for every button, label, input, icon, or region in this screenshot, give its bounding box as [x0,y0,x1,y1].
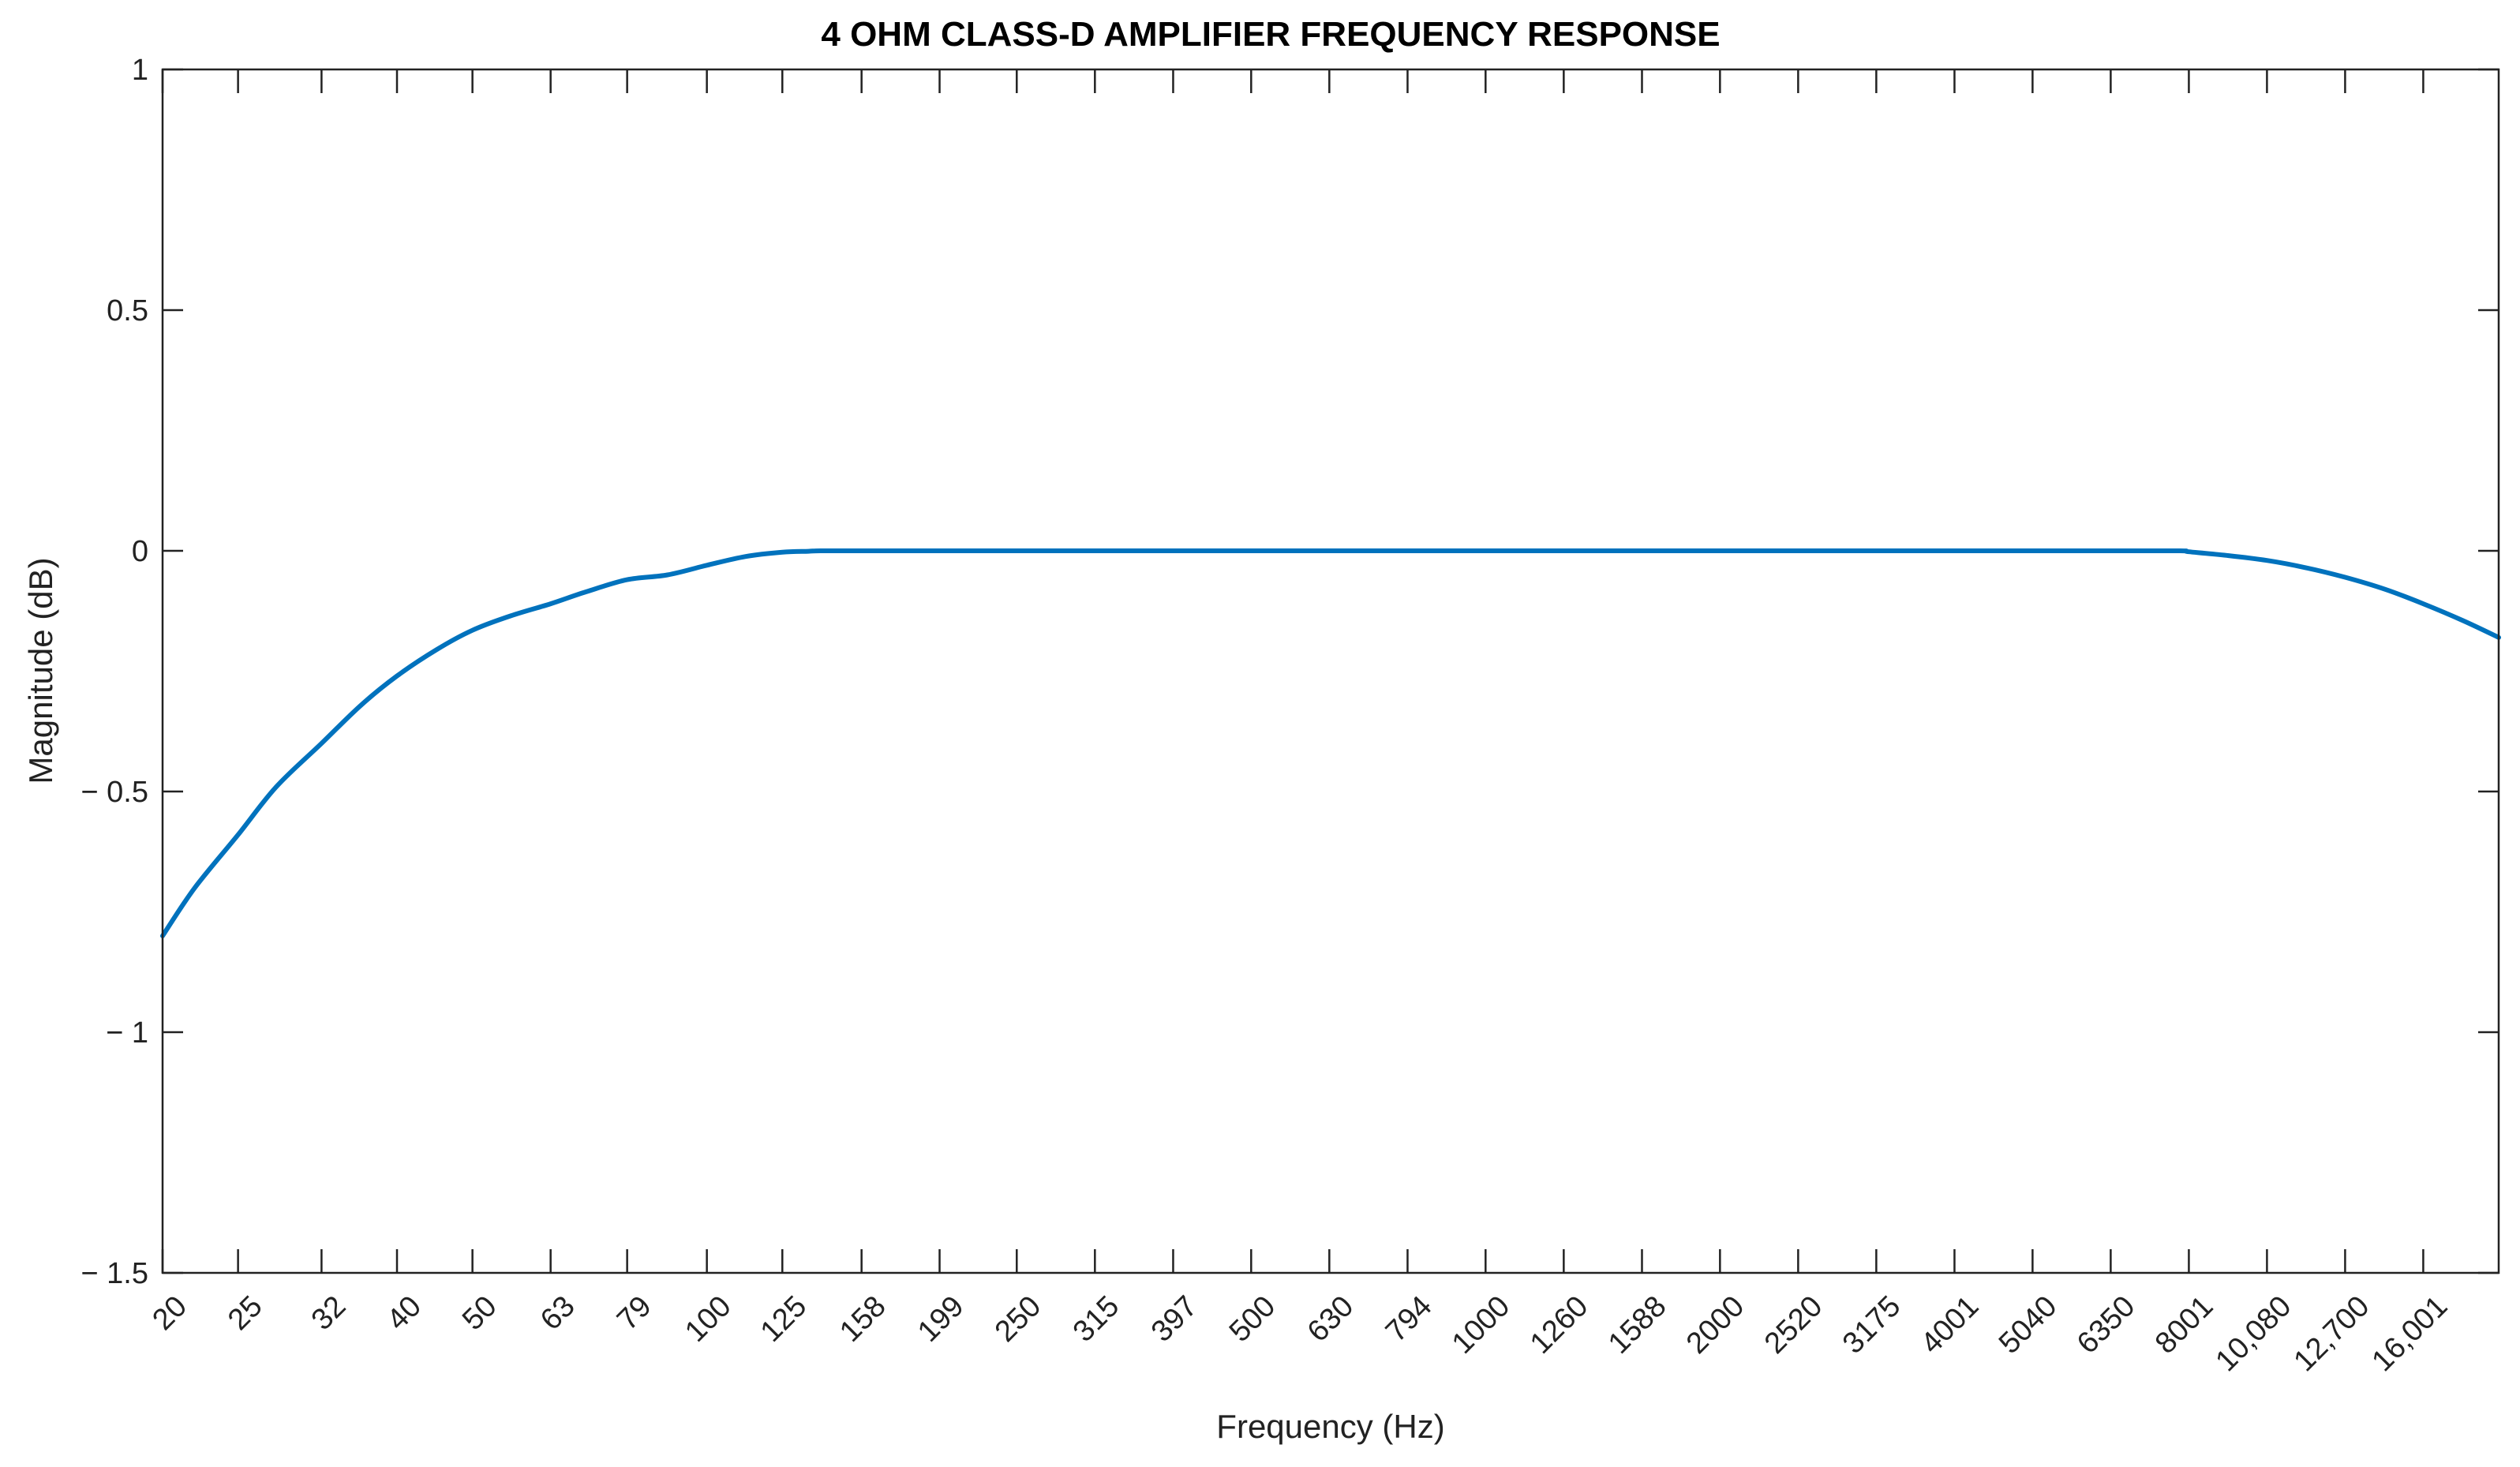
x-tick-label: 20 [146,1289,193,1337]
x-tick-label: 1000 [1446,1289,1516,1360]
y-tick-label: 0.5 [107,294,148,327]
x-tick-label: 315 [1067,1289,1126,1349]
x-tick-label: 3175 [1837,1289,1907,1360]
x-tick-label: 199 [912,1289,971,1349]
x-tick-label: 16,001 [2366,1289,2454,1378]
y-tick-label: − 0.5 [81,776,148,809]
x-axis-label: Frequency (Hz) [1216,1408,1444,1445]
x-tick-label: 1588 [1602,1289,1672,1360]
x-tick-label: 8001 [2149,1289,2219,1360]
x-tick-label: 100 [679,1289,738,1349]
x-tick-label: 4001 [1915,1289,1985,1360]
chart-title: 4 OHM CLASS-D AMPLIFIER FREQUENCY RESPON… [821,15,1720,54]
x-tick-label: 5040 [1993,1289,2063,1360]
x-tick-label: 794 [1380,1289,1439,1349]
x-tick-label: 158 [833,1289,893,1349]
y-tick-label: 1 [132,54,148,87]
x-tick-label: 630 [1301,1289,1361,1349]
x-tick-label: 397 [1145,1289,1204,1349]
tick-labels: 1 0.5 0 − 0.5 − 1 − 1.520 25 32 40 50 63 79 100 125 15… [81,54,2454,1378]
x-tick-label: 2520 [1758,1289,1829,1360]
x-tick-label: 250 [989,1289,1048,1349]
x-tick-label: 63 [534,1289,582,1337]
x-tick-label: 10,080 [2210,1289,2298,1378]
y-axis-label: Magnitude (dB) [22,557,59,784]
x-tick-label: 2000 [1680,1289,1751,1360]
plot-line [160,548,2501,938]
x-tick-label: 50 [456,1289,504,1337]
x-tick-label: 25 [222,1289,269,1337]
x-tick-label: 79 [611,1289,658,1337]
x-tick-label: 1260 [1524,1289,1594,1360]
x-tick-label: 6350 [2071,1289,2141,1360]
y-tick-label: 0 [132,535,148,568]
frequency-response-line [160,548,2501,938]
ticks [161,68,2499,1274]
y-tick-label: − 1.5 [81,1257,148,1290]
x-tick-label: 12,700 [2288,1289,2376,1378]
x-tick-label: 32 [305,1289,353,1337]
y-tick-label: − 1 [106,1016,148,1050]
plot-frame [161,68,2500,1274]
x-tick-label: 125 [755,1289,814,1349]
x-tick-label: 40 [380,1289,428,1337]
x-tick-label: 500 [1223,1289,1282,1349]
